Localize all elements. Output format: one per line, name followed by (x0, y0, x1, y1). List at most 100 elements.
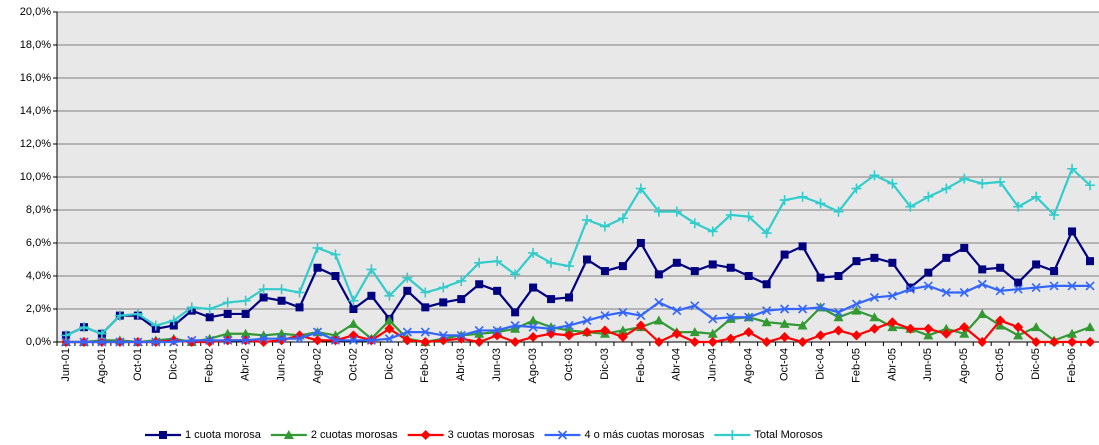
marker (834, 272, 843, 280)
marker (780, 304, 790, 314)
y-tick-label: 2,0% (26, 303, 51, 315)
marker (564, 325, 575, 335)
marker (600, 267, 609, 276)
x-tick-label: Oct-03 (563, 348, 575, 381)
marker (725, 209, 736, 220)
marker (1085, 322, 1096, 332)
marker (366, 335, 376, 345)
x-tick-label: Dic-02 (383, 348, 395, 380)
marker (420, 337, 431, 347)
y-tick-label: 4,0% (26, 270, 51, 282)
marker (581, 327, 592, 338)
marker (528, 322, 538, 332)
marker (510, 320, 520, 331)
marker (456, 330, 466, 340)
marker (1013, 322, 1024, 333)
marker (689, 337, 700, 347)
marker (187, 335, 197, 345)
marker (762, 306, 772, 316)
marker (744, 272, 753, 280)
marker (78, 322, 89, 333)
marker (276, 284, 287, 295)
marker (474, 328, 485, 338)
marker (743, 327, 754, 338)
marker (761, 228, 772, 239)
marker (690, 267, 699, 276)
marker (618, 262, 627, 271)
marker (259, 334, 269, 344)
marker (420, 327, 430, 337)
marker (557, 430, 568, 440)
marker (977, 308, 988, 318)
x-tick-label: Dic-05 (1030, 348, 1042, 380)
marker (312, 242, 323, 253)
marker (1014, 278, 1023, 287)
marker (258, 284, 269, 295)
marker (223, 309, 232, 318)
marker (851, 183, 862, 194)
marker (635, 183, 646, 194)
marker (762, 280, 771, 289)
marker (114, 310, 125, 321)
x-tick-label: Dic-01 (168, 348, 180, 380)
x-tick-label: Abr-02 (240, 348, 252, 381)
y-tick-label: 6,0% (26, 237, 51, 249)
marker (798, 242, 807, 251)
marker (438, 330, 448, 340)
series-line (65, 283, 1091, 344)
marker (582, 255, 591, 264)
marker (367, 291, 376, 300)
marker (653, 206, 664, 217)
marker (384, 323, 395, 334)
x-tick-label: Feb-03 (419, 348, 431, 383)
marker (978, 265, 987, 274)
marker (1013, 330, 1024, 340)
marker (312, 327, 323, 337)
marker (510, 337, 521, 347)
marker (1067, 328, 1078, 338)
marker (923, 281, 933, 291)
legend-label: 1 cuota morosa (185, 429, 262, 441)
marker (689, 327, 700, 337)
marker (1085, 337, 1096, 347)
marker (851, 305, 862, 315)
marker (941, 287, 951, 298)
marker (421, 303, 430, 312)
marker (707, 337, 718, 347)
marker (672, 306, 682, 316)
x-tick-label: Feb-04 (635, 348, 647, 383)
marker (833, 312, 844, 322)
marker (887, 291, 897, 301)
marker (708, 260, 717, 269)
marker (869, 170, 880, 181)
marker (1031, 322, 1042, 332)
x-tick-label: Feb-06 (1066, 348, 1078, 383)
marker (159, 431, 167, 439)
legend-label: Total Morosos (754, 429, 823, 441)
marker (1049, 281, 1059, 291)
marker (923, 323, 934, 334)
marker (205, 313, 214, 322)
marker (259, 293, 268, 302)
marker (349, 305, 358, 313)
marker (797, 320, 808, 330)
marker (456, 275, 467, 286)
marker (475, 280, 484, 289)
marker (996, 263, 1005, 272)
x-tick-label: Oct-01 (132, 348, 144, 381)
marker (1031, 191, 1042, 202)
legend-label: 3 cuotas morosas (448, 429, 535, 441)
x-tick-label: Ago-04 (743, 348, 755, 383)
marker (995, 286, 1005, 296)
x-tick-label: Oct-02 (347, 348, 359, 381)
marker (1068, 227, 1077, 236)
marker (977, 279, 987, 289)
marker (653, 337, 664, 347)
marker (905, 284, 915, 294)
marker (636, 311, 646, 321)
marker (1086, 257, 1095, 266)
marker (887, 178, 898, 189)
marker (528, 247, 539, 258)
marker (690, 301, 700, 311)
